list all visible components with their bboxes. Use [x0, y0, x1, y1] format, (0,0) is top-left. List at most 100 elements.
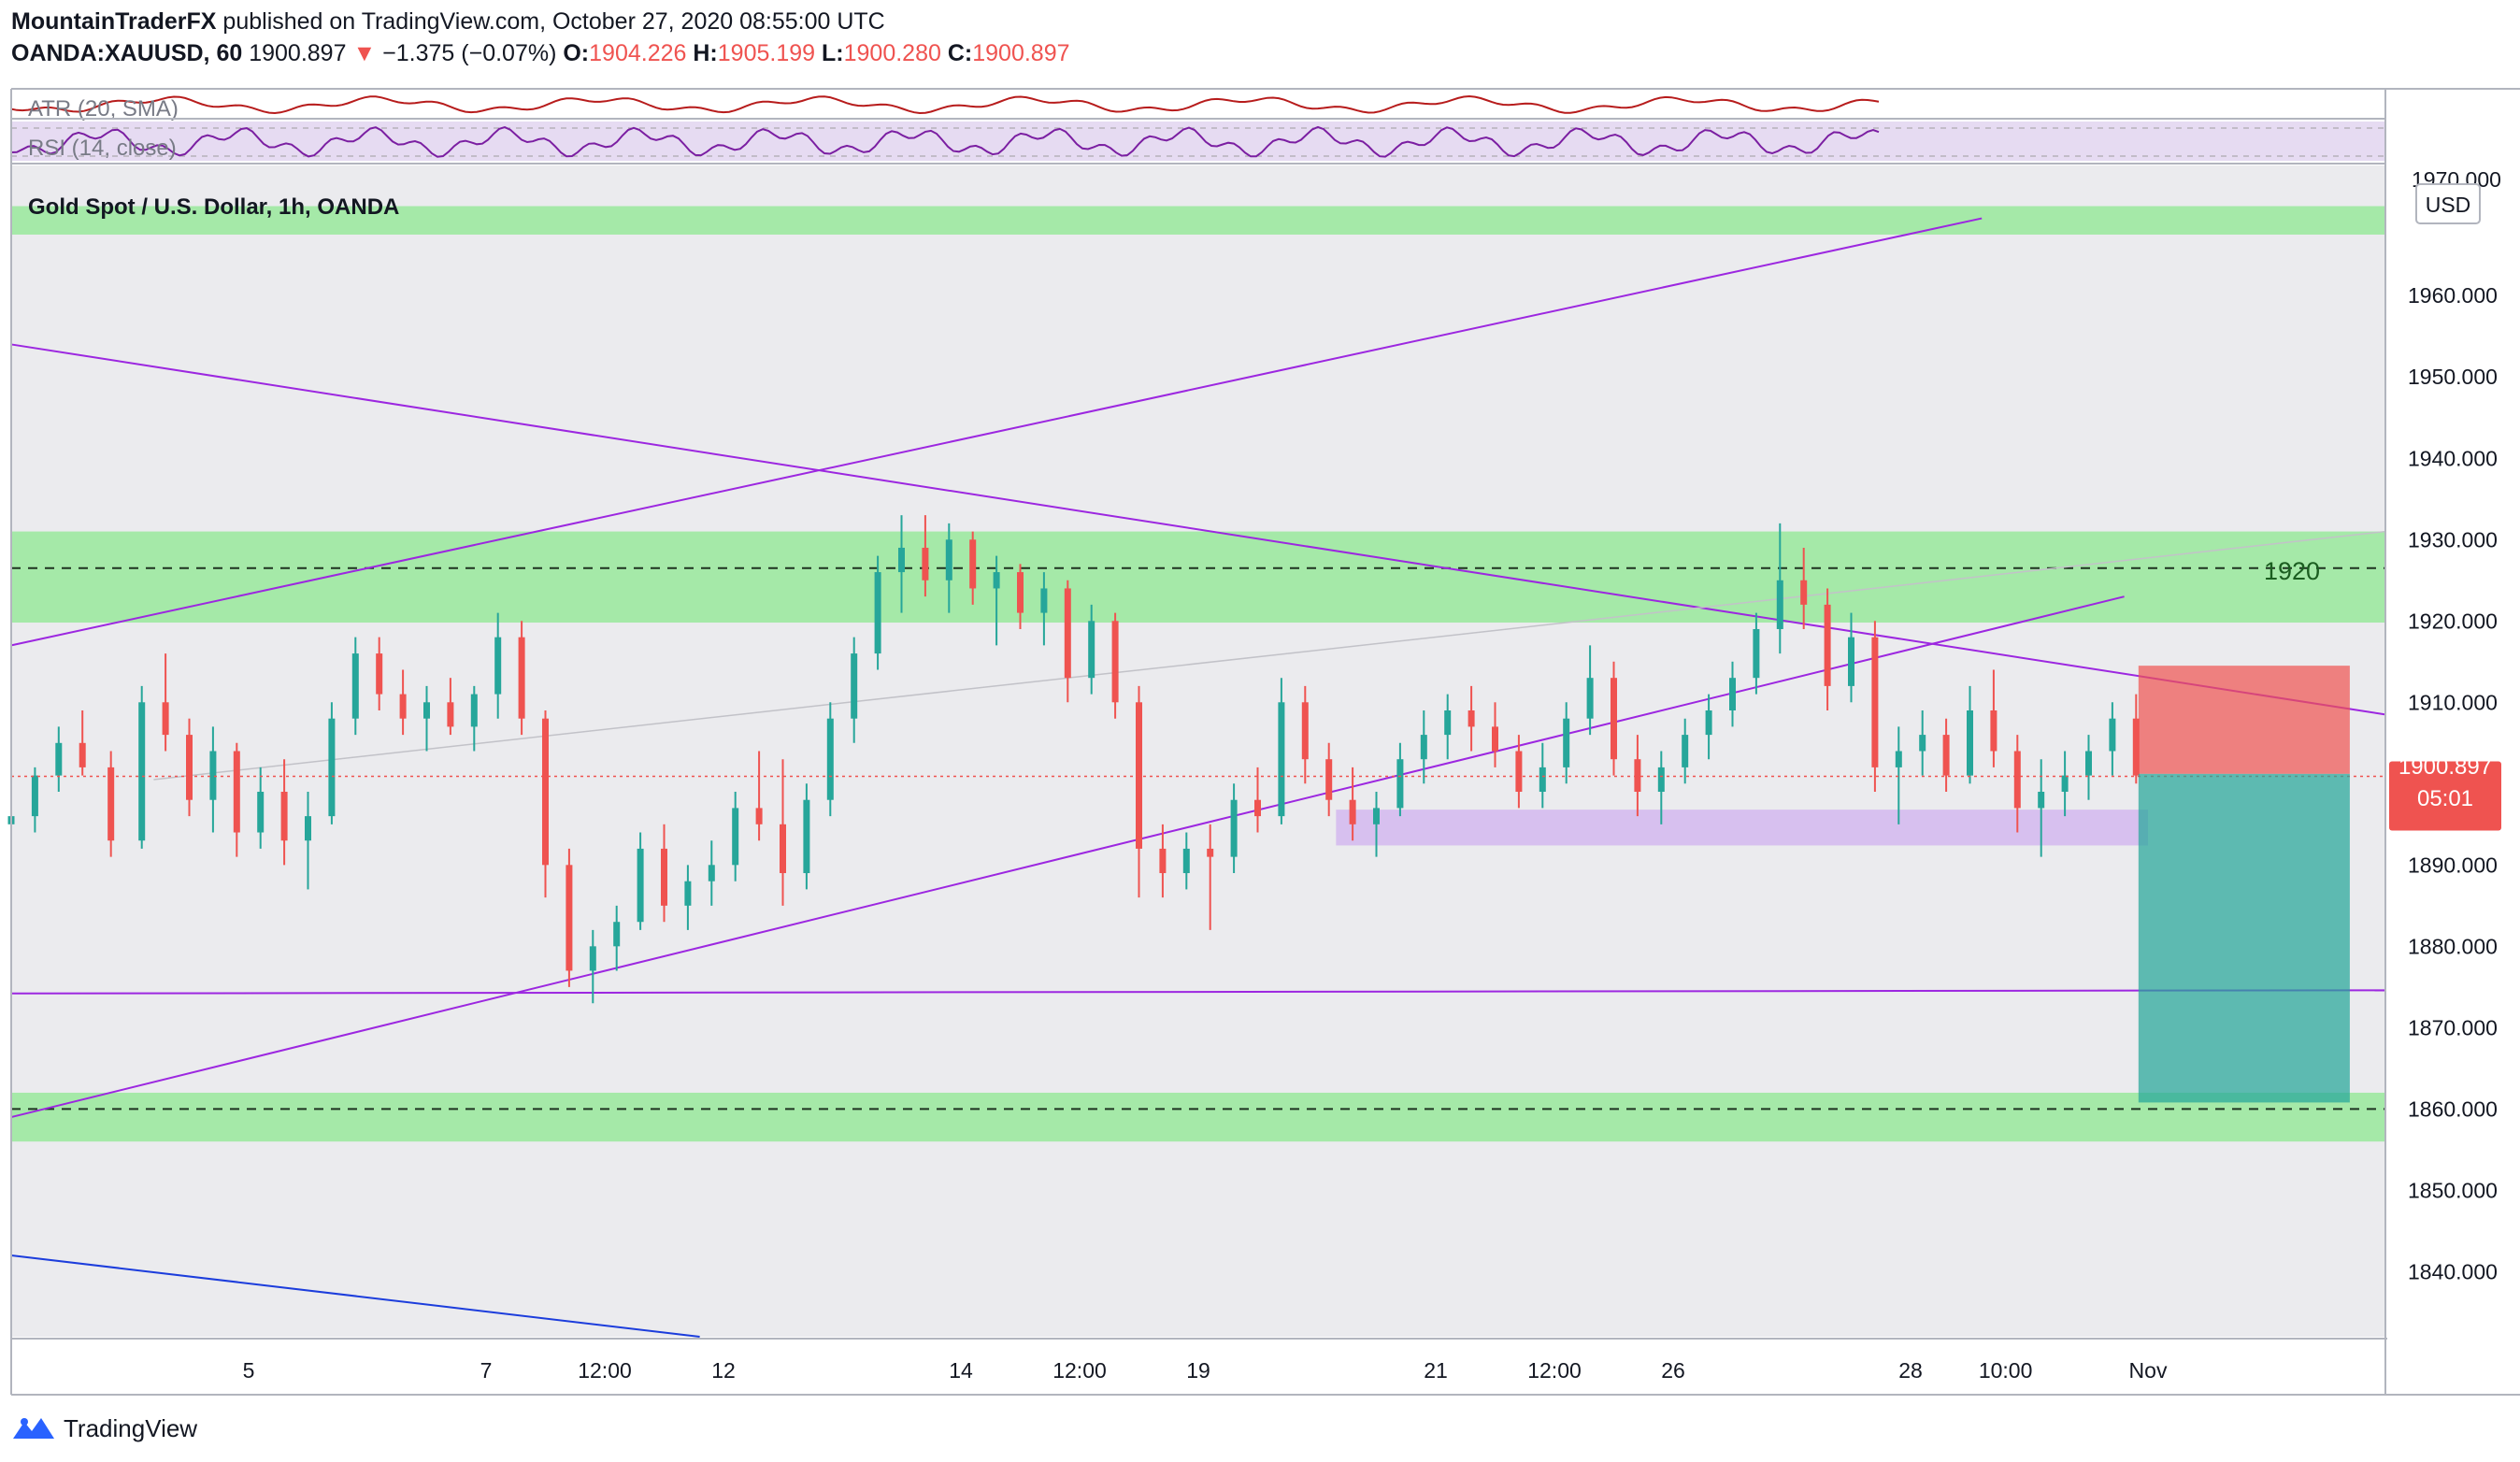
- candle: [2061, 751, 2069, 817]
- candlesticks: [7, 515, 2385, 1004]
- candle-body: [1967, 710, 1973, 776]
- trendline-2: [10, 595, 2125, 1119]
- candle-body: [1111, 621, 1119, 703]
- candle: [1349, 767, 1356, 841]
- candle-body: [1515, 751, 1523, 793]
- candle: [351, 637, 359, 736]
- low-label: L:: [822, 40, 844, 66]
- candle: [898, 515, 905, 613]
- candle-body: [898, 547, 905, 573]
- chart-area[interactable]: ATR (20, SMA) RSI (14, close) Gold Spot …: [0, 0, 2520, 1402]
- candle: [1563, 702, 1570, 784]
- publish-info: published on TradingView.com, October 27…: [222, 8, 885, 35]
- short-position-tool[interactable]: [2138, 666, 2350, 1103]
- candle-body: [945, 539, 952, 580]
- price-tick-label: 1910.000: [2408, 690, 2498, 714]
- candle: [2013, 735, 2021, 833]
- candle-body: [399, 694, 407, 719]
- candle: [186, 718, 193, 817]
- candle-body: [1990, 710, 1997, 752]
- candle: [613, 905, 621, 971]
- publisher-name[interactable]: MountainTraderFX: [11, 8, 217, 35]
- candle-body: [780, 824, 786, 874]
- level-label-1920[interactable]: 1920: [2264, 557, 2320, 585]
- symbol-label[interactable]: OANDA:XAUUSD, 60: [11, 40, 243, 66]
- price-change: −1.375 (−0.07%): [382, 40, 557, 66]
- candle: [1753, 612, 1760, 695]
- candle-body: [1136, 702, 1142, 849]
- stop-loss-box: [2138, 666, 2350, 774]
- price-axis[interactable]: [2385, 89, 2520, 1398]
- candle-body: [1159, 848, 1167, 874]
- candle: [922, 515, 929, 597]
- time-tick-label: 12: [711, 1358, 736, 1383]
- candle-body: [1468, 710, 1475, 727]
- trendline-0: [10, 343, 2386, 716]
- candle: [55, 726, 63, 793]
- candle: [1895, 726, 1902, 824]
- candle-body: [851, 653, 858, 719]
- trendline-5: [153, 530, 2386, 781]
- candle-body: [107, 767, 115, 841]
- candle: [1017, 564, 1024, 629]
- candle-body: [257, 792, 265, 833]
- candle: [684, 865, 692, 930]
- time-tick-label: 7: [480, 1358, 493, 1383]
- time-tick-label: 19: [1186, 1358, 1210, 1383]
- candle: [1325, 742, 1333, 817]
- candle: [328, 702, 336, 824]
- trendline-3: [10, 989, 2386, 995]
- candle: [1919, 710, 1926, 776]
- candle: [1848, 612, 1854, 703]
- currency-button[interactable]: [2415, 183, 2481, 224]
- candle-body: [31, 775, 38, 817]
- price-tick-label: 1870.000: [2408, 1015, 2498, 1039]
- time-tick-label: 21: [1424, 1358, 1448, 1383]
- candle: [1254, 767, 1261, 833]
- candle-body: [1325, 759, 1333, 800]
- candle-body: [637, 848, 644, 923]
- candle: [1420, 710, 1427, 784]
- candle: [732, 792, 739, 882]
- publish-line: MountainTraderFX published on TradingVie…: [11, 6, 1070, 37]
- down-arrow-icon: ▼: [352, 40, 377, 66]
- rsi-line: [10, 125, 1880, 158]
- ohlc-line: OANDA:XAUUSD, 60 1900.897 ▼ −1.375 (−0.0…: [11, 37, 1070, 69]
- time-axis[interactable]: 5 7 12:00 12 14 12:00 19 21 12:00 26 28 10:00 Nov: [243, 1358, 2168, 1383]
- candle-body: [494, 637, 502, 695]
- candle-body: [922, 547, 929, 580]
- candle-body: [1064, 588, 1071, 679]
- atr-label[interactable]: ATR (20, SMA): [28, 96, 179, 122]
- low-value: 1900.280: [843, 40, 941, 66]
- candle-body: [138, 702, 146, 841]
- rsi-label[interactable]: RSI (14, close): [28, 136, 177, 161]
- candle: [1705, 694, 1712, 760]
- candle: [1824, 588, 1831, 710]
- time-tick-label: 12:00: [1527, 1358, 1582, 1383]
- candle-body: [684, 881, 692, 906]
- candle-body: [1800, 580, 1808, 605]
- candle-body: [1682, 735, 1689, 767]
- candle-body: [1017, 572, 1024, 613]
- candle-body: [55, 742, 63, 776]
- candle: [107, 751, 115, 857]
- tradingview-logo-icon[interactable]: [11, 1414, 56, 1442]
- candle-body: [1848, 637, 1854, 686]
- candle-body: [826, 718, 834, 800]
- candle-body: [470, 694, 478, 727]
- candle: [2085, 735, 2092, 800]
- candle-body: [1349, 799, 1356, 824]
- candle-body: [423, 702, 430, 719]
- candle: [1301, 685, 1309, 784]
- time-tick-label: 12:00: [578, 1358, 632, 1383]
- candle-body: [186, 735, 193, 800]
- candle: [1682, 718, 1689, 784]
- trendline-1: [10, 217, 1983, 647]
- green-zone-2: [11, 1092, 2385, 1142]
- candle: [1040, 572, 1048, 646]
- brand-name[interactable]: TradingView: [64, 1413, 198, 1442]
- candle-body: [1182, 848, 1190, 874]
- candle: [280, 759, 288, 866]
- candle-body: [2061, 775, 2069, 793]
- candle: [803, 783, 810, 890]
